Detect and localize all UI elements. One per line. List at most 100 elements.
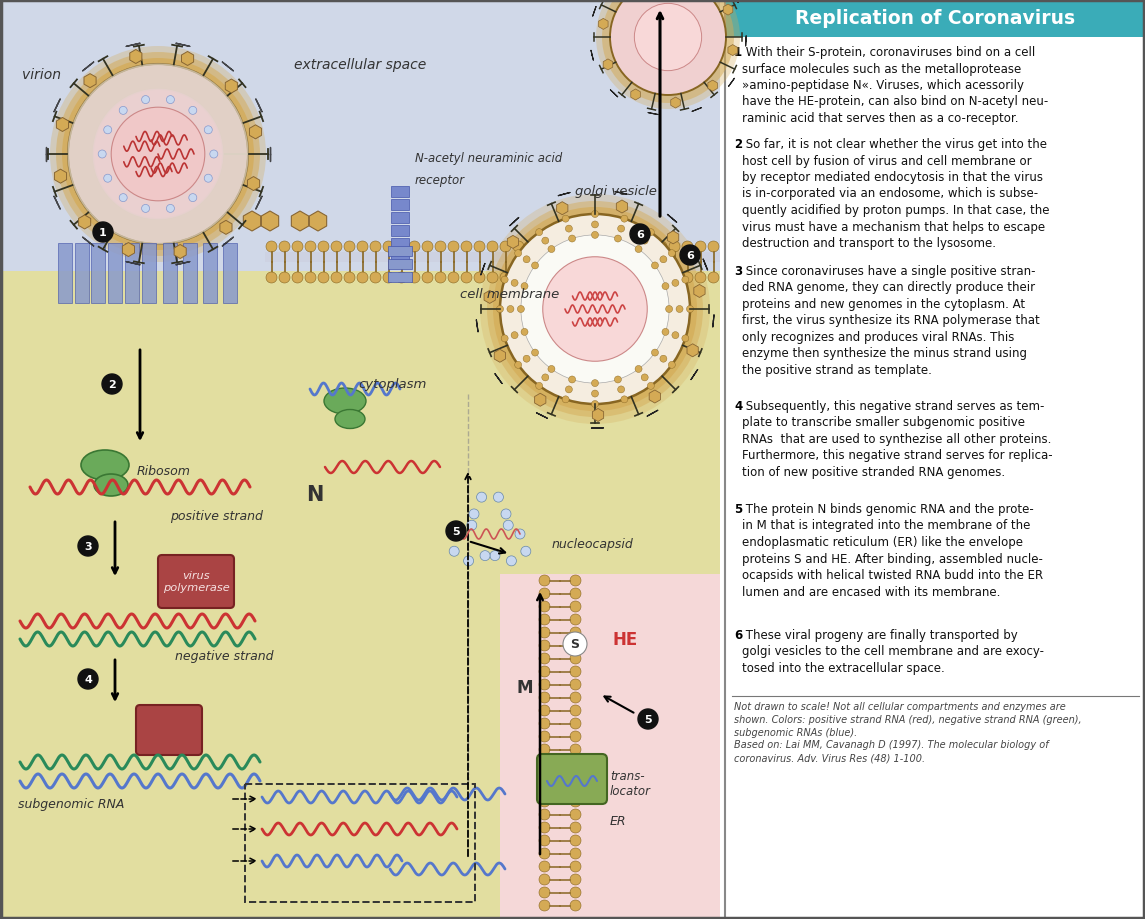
Text: 6: 6	[686, 251, 694, 261]
Circle shape	[570, 861, 581, 872]
Circle shape	[204, 127, 212, 135]
Circle shape	[592, 391, 599, 398]
Circle shape	[189, 108, 197, 115]
Circle shape	[669, 362, 676, 369]
Circle shape	[641, 375, 648, 381]
Circle shape	[570, 679, 581, 690]
Text: 4: 4	[84, 675, 92, 685]
Text: receptor: receptor	[414, 174, 465, 187]
Circle shape	[621, 396, 627, 403]
Circle shape	[504, 521, 513, 530]
Circle shape	[461, 273, 472, 284]
Circle shape	[142, 205, 150, 213]
Bar	[390, 213, 409, 223]
Bar	[163, 244, 177, 303]
Circle shape	[592, 401, 599, 408]
Circle shape	[570, 692, 581, 703]
Circle shape	[652, 349, 658, 357]
Bar	[142, 244, 156, 303]
Circle shape	[493, 493, 504, 503]
Circle shape	[635, 246, 642, 254]
Circle shape	[592, 380, 599, 387]
Bar	[264, 253, 720, 263]
Circle shape	[682, 273, 693, 284]
Bar	[390, 199, 409, 210]
Circle shape	[521, 283, 528, 290]
Text: S: S	[570, 638, 579, 651]
Circle shape	[548, 366, 555, 373]
Circle shape	[531, 349, 538, 357]
Circle shape	[480, 551, 490, 561]
Circle shape	[507, 306, 514, 313]
Circle shape	[502, 277, 508, 284]
Circle shape	[409, 273, 420, 284]
Circle shape	[539, 679, 550, 690]
Circle shape	[570, 666, 581, 677]
Text: N-acetyl neuraminic acid: N-acetyl neuraminic acid	[414, 152, 562, 165]
Ellipse shape	[335, 410, 365, 429]
Circle shape	[500, 215, 690, 404]
Bar	[388, 260, 412, 269]
Text: 3: 3	[85, 541, 92, 551]
Bar	[125, 244, 139, 303]
Text: ER: ER	[610, 814, 626, 827]
Circle shape	[142, 96, 150, 105]
Circle shape	[617, 226, 625, 233]
Circle shape	[578, 273, 589, 284]
Circle shape	[539, 887, 550, 898]
Circle shape	[570, 835, 581, 846]
Bar	[108, 244, 123, 303]
FancyBboxPatch shape	[158, 555, 234, 608]
Circle shape	[292, 242, 303, 253]
Circle shape	[68, 65, 248, 244]
Circle shape	[539, 705, 550, 716]
Bar	[725, 0, 1145, 919]
Circle shape	[396, 242, 406, 253]
Bar	[223, 244, 237, 303]
Text: With their S-protein, coronaviruses bind on a cell
surface molecules such as the: With their S-protein, coronaviruses bind…	[742, 46, 1049, 125]
Circle shape	[570, 719, 581, 729]
Circle shape	[643, 242, 654, 253]
Circle shape	[570, 757, 581, 768]
Circle shape	[539, 628, 550, 639]
Circle shape	[511, 333, 518, 339]
Circle shape	[104, 127, 112, 135]
Circle shape	[539, 653, 550, 664]
Circle shape	[656, 242, 668, 253]
Circle shape	[539, 719, 550, 729]
Circle shape	[357, 273, 368, 284]
Circle shape	[592, 221, 599, 229]
Text: N: N	[307, 484, 324, 505]
Bar	[390, 226, 409, 237]
Circle shape	[660, 256, 666, 264]
Circle shape	[423, 273, 433, 284]
Circle shape	[635, 366, 642, 373]
Text: Subsequently, this negative strand serves as tem-
plate to transcribe smaller su: Subsequently, this negative strand serve…	[742, 400, 1052, 479]
Circle shape	[570, 614, 581, 625]
Circle shape	[570, 653, 581, 664]
Circle shape	[569, 377, 576, 383]
Text: 5: 5	[452, 527, 460, 537]
Bar	[390, 187, 409, 198]
Circle shape	[210, 151, 218, 159]
Text: Since coronaviruses have a single positive stran-
ded RNA genome, they can direc: Since coronaviruses have a single positi…	[742, 265, 1040, 377]
Bar	[500, 574, 720, 919]
Circle shape	[536, 383, 543, 390]
Circle shape	[610, 0, 726, 96]
Circle shape	[469, 509, 479, 519]
Circle shape	[104, 175, 112, 183]
Circle shape	[539, 601, 550, 612]
Circle shape	[521, 235, 669, 383]
Text: Not drawn to scale! Not all cellular compartments and enzymes are
shown. Colors:: Not drawn to scale! Not all cellular com…	[734, 701, 1082, 763]
Circle shape	[521, 329, 528, 336]
Circle shape	[435, 242, 447, 253]
Circle shape	[515, 529, 526, 539]
Circle shape	[641, 238, 648, 244]
Circle shape	[514, 362, 522, 369]
Circle shape	[542, 375, 548, 381]
Circle shape	[502, 509, 511, 519]
Circle shape	[563, 632, 587, 656]
Circle shape	[676, 306, 684, 313]
Bar	[203, 244, 218, 303]
Circle shape	[539, 809, 550, 820]
